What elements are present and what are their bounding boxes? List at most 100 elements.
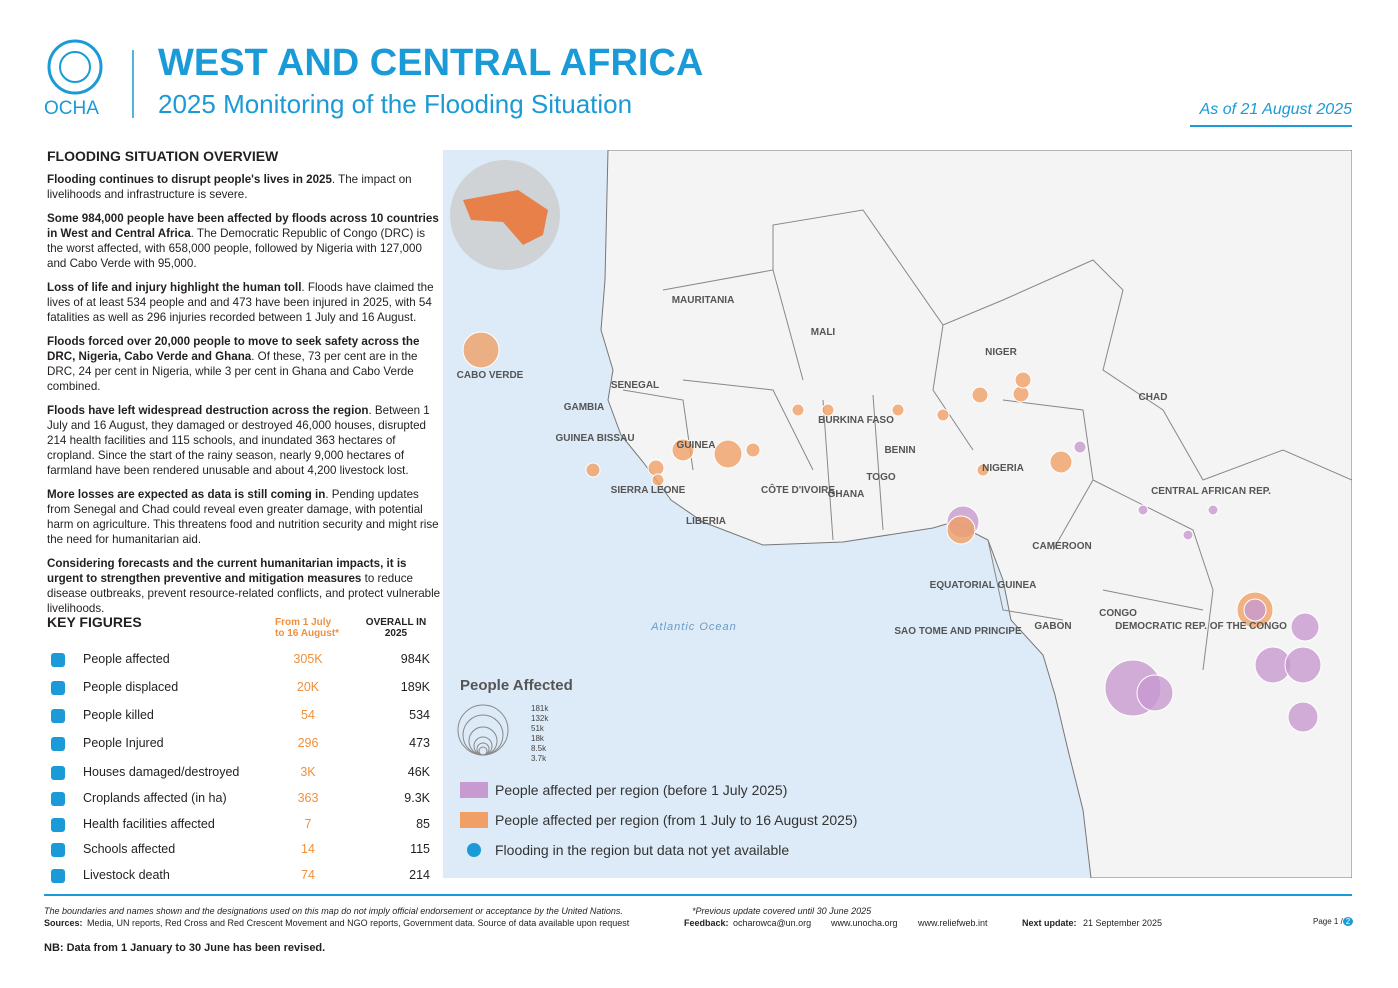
legend-label: People affected per region (before 1 Jul… (495, 782, 787, 798)
bubble (462, 331, 500, 369)
page-total: 2 (1343, 917, 1353, 926)
paragraph-text: to reduce disease outbreaks, prevent res… (47, 572, 441, 615)
paragraph-text: . Of these, 73 per cent are in the DRC, … (47, 350, 418, 393)
paragraph-lead: Floods forced over 20,000 people to move… (47, 335, 420, 363)
col-overall: OVERALL IN 2025 (365, 617, 427, 639)
country-label: SENEGAL (611, 380, 659, 391)
bubble (1049, 450, 1073, 474)
figure-period: 305K (293, 652, 323, 666)
borders (622, 209, 1352, 671)
overview-heading: FLOODING SITUATION OVERVIEW (47, 148, 279, 164)
inset-region (463, 190, 548, 245)
figure-overall: 9.3K (404, 791, 430, 805)
country-label: GAMBIA (564, 402, 605, 413)
figure-period: 14 (301, 842, 315, 856)
org: OCHA (44, 98, 99, 119)
next-update: 21 September 2025 (1083, 918, 1163, 928)
bubble (791, 403, 805, 417)
figure-period: 363 (297, 791, 319, 805)
un-logo (47, 39, 103, 95)
legend-size-circle (478, 746, 488, 756)
legend-icon (467, 843, 481, 857)
country-label: GUINEA BISSAU (555, 433, 634, 444)
country-label: CHAD (1139, 392, 1168, 403)
bubble (585, 462, 601, 478)
country-label: GUINEA (677, 440, 716, 451)
paragraph-text: . The impact on livelihoods and infrastr… (47, 173, 412, 201)
sources-label: Sources: (44, 918, 83, 928)
bubble (671, 438, 695, 462)
country-label: LIBERIA (686, 516, 726, 527)
bubble (647, 459, 665, 477)
date: As of 21 August 2025 (1199, 101, 1352, 118)
site: www.unocha.org (831, 918, 898, 928)
paragraph: More losses are expected as data is stil… (47, 487, 442, 547)
legend-swatch (460, 812, 488, 828)
sources: Media, UN reports, Red Cross and Red Cre… (87, 918, 630, 928)
bubble (713, 439, 743, 469)
bubble (1287, 701, 1319, 733)
country-label: NIGERIA (982, 463, 1024, 474)
paragraph-lead: More losses are expected as data is stil… (47, 488, 326, 501)
previous-update: *Previous update covered until 30 June 2… (692, 906, 872, 916)
paragraph-lead: Floods have left widespread destruction … (47, 404, 369, 417)
paragraph-text: . The Democratic Republic of Congo (DRC)… (47, 227, 425, 270)
disclaimer: The boundaries and names shown and the d… (44, 906, 623, 916)
bubble (1014, 371, 1032, 389)
ocean-label: Atlantic Ocean (650, 621, 737, 633)
key-figures: KEY FIGURES From 1 July to 16 August* OV… (47, 612, 442, 892)
bubble (1243, 598, 1267, 622)
figure-overall: 85 (416, 817, 430, 831)
legend-size-label: 3.7k (531, 754, 547, 763)
figure-period: 74 (301, 868, 315, 882)
country-label: MAURITANIA (672, 295, 735, 306)
figure-period: 54 (301, 708, 315, 722)
un-logo-inner (59, 51, 91, 83)
country-label: GABON (1034, 621, 1071, 632)
title: WEST AND CENTRAL AFRICA (158, 42, 704, 84)
country-label: GHANA (828, 489, 865, 500)
paragraph-lead: Flooding continues to disrupt people's l… (47, 173, 332, 186)
bubble (936, 408, 950, 422)
country-label: MALI (811, 327, 836, 338)
figure-label: People killed (83, 708, 154, 722)
feedback-label: Feedback: (684, 918, 729, 928)
country-label: DEMOCRATIC REP. OF THE CONGO (1115, 621, 1287, 632)
figure-overall: 46K (407, 765, 430, 779)
figure-row: Croplands affected (in ha) 363 9.3K (47, 791, 442, 811)
bubble (976, 463, 990, 477)
figure-icon (51, 681, 65, 695)
figure-row: People killed 54 534 (47, 708, 442, 728)
figure-label: Schools affected (83, 842, 176, 856)
figure-label: People affected (83, 652, 170, 666)
bubble (1207, 504, 1219, 516)
figure-overall: 473 (409, 736, 430, 750)
paragraph-text: . Between 1 July and 16 August, they dam… (47, 404, 430, 477)
map: MAURITANIA MALI NIGER CHAD SENEGAL GAMBIA GUIN… (443, 150, 1352, 878)
figure-icon (51, 869, 65, 883)
paragraph-text: . Pending updates from Senegal and Chad … (47, 488, 439, 546)
figure-icon (51, 818, 65, 832)
bubble (1290, 612, 1320, 642)
legend-title: People Affected (460, 677, 573, 694)
legend-size-label: 181k (531, 704, 549, 713)
legend-swatch (460, 782, 488, 798)
country-label: TOGO (866, 472, 895, 483)
country-label: SAO TOME AND PRINCIPE (894, 626, 1022, 637)
country-label: CABO VERDE (457, 370, 524, 381)
overview: Flooding continues to disrupt people's l… (47, 172, 442, 625)
bubble (1136, 674, 1174, 712)
country-label: NIGER (985, 347, 1017, 358)
figure-icon (51, 709, 65, 723)
key-figures-heading: KEY FIGURES (47, 614, 142, 630)
figure-overall: 984K (400, 652, 430, 666)
bubble (1137, 504, 1149, 516)
figure-period: 7 (304, 817, 312, 831)
country-label: CONGO (1099, 608, 1137, 619)
country-label: CAMEROON (1032, 541, 1091, 552)
bubble (1012, 385, 1030, 403)
figure-row: Houses damaged/destroyed 3K 46K (47, 765, 442, 785)
paragraph: Floods forced over 20,000 people to move… (47, 334, 442, 394)
paragraph: Considering forecasts and the current hu… (47, 556, 442, 616)
